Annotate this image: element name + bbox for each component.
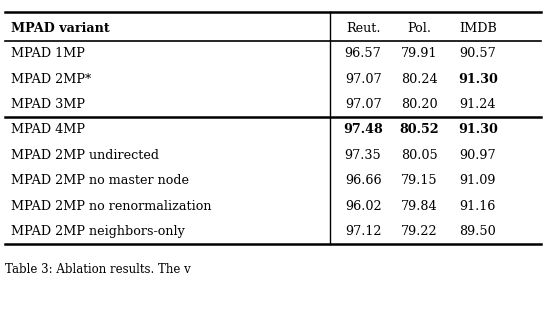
Text: 79.84: 79.84 xyxy=(401,200,437,213)
Text: 79.22: 79.22 xyxy=(401,225,437,238)
Text: 97.48: 97.48 xyxy=(343,123,383,136)
Text: Reut.: Reut. xyxy=(346,22,381,35)
Text: 97.35: 97.35 xyxy=(345,149,382,162)
Text: Table 3: Ablation results. The v: Table 3: Ablation results. The v xyxy=(5,263,191,276)
Text: 91.09: 91.09 xyxy=(460,174,496,187)
Text: 79.15: 79.15 xyxy=(401,174,437,187)
Text: 89.50: 89.50 xyxy=(459,225,496,238)
Text: 80.52: 80.52 xyxy=(399,123,439,136)
Text: MPAD 3MP: MPAD 3MP xyxy=(11,98,85,111)
Text: MPAD variant: MPAD variant xyxy=(11,22,110,35)
Text: MPAD 2MP undirected: MPAD 2MP undirected xyxy=(11,149,159,162)
Text: MPAD 2MP*: MPAD 2MP* xyxy=(11,73,91,86)
Text: 80.24: 80.24 xyxy=(401,73,437,86)
Text: 80.05: 80.05 xyxy=(401,149,437,162)
Text: 96.57: 96.57 xyxy=(345,47,382,60)
Text: 90.57: 90.57 xyxy=(459,47,496,60)
Text: 80.20: 80.20 xyxy=(401,98,437,111)
Text: 91.30: 91.30 xyxy=(458,123,498,136)
Text: MPAD 1MP: MPAD 1MP xyxy=(11,47,85,60)
Text: 96.66: 96.66 xyxy=(345,174,382,187)
Text: MPAD 2MP no master node: MPAD 2MP no master node xyxy=(11,174,189,187)
Text: MPAD 4MP: MPAD 4MP xyxy=(11,123,85,136)
Text: 97.07: 97.07 xyxy=(345,98,382,111)
Text: 79.91: 79.91 xyxy=(401,47,437,60)
Text: 91.24: 91.24 xyxy=(460,98,496,111)
Text: Pol.: Pol. xyxy=(407,22,431,35)
Text: 96.02: 96.02 xyxy=(345,200,382,213)
Text: 97.07: 97.07 xyxy=(345,73,382,86)
Text: 90.97: 90.97 xyxy=(459,149,496,162)
Text: IMDB: IMDB xyxy=(459,22,497,35)
Text: MPAD 2MP neighbors-only: MPAD 2MP neighbors-only xyxy=(11,225,185,238)
Text: 91.30: 91.30 xyxy=(458,73,498,86)
Text: MPAD 2MP no renormalization: MPAD 2MP no renormalization xyxy=(11,200,211,213)
Text: 97.12: 97.12 xyxy=(345,225,381,238)
Text: 91.16: 91.16 xyxy=(460,200,496,213)
